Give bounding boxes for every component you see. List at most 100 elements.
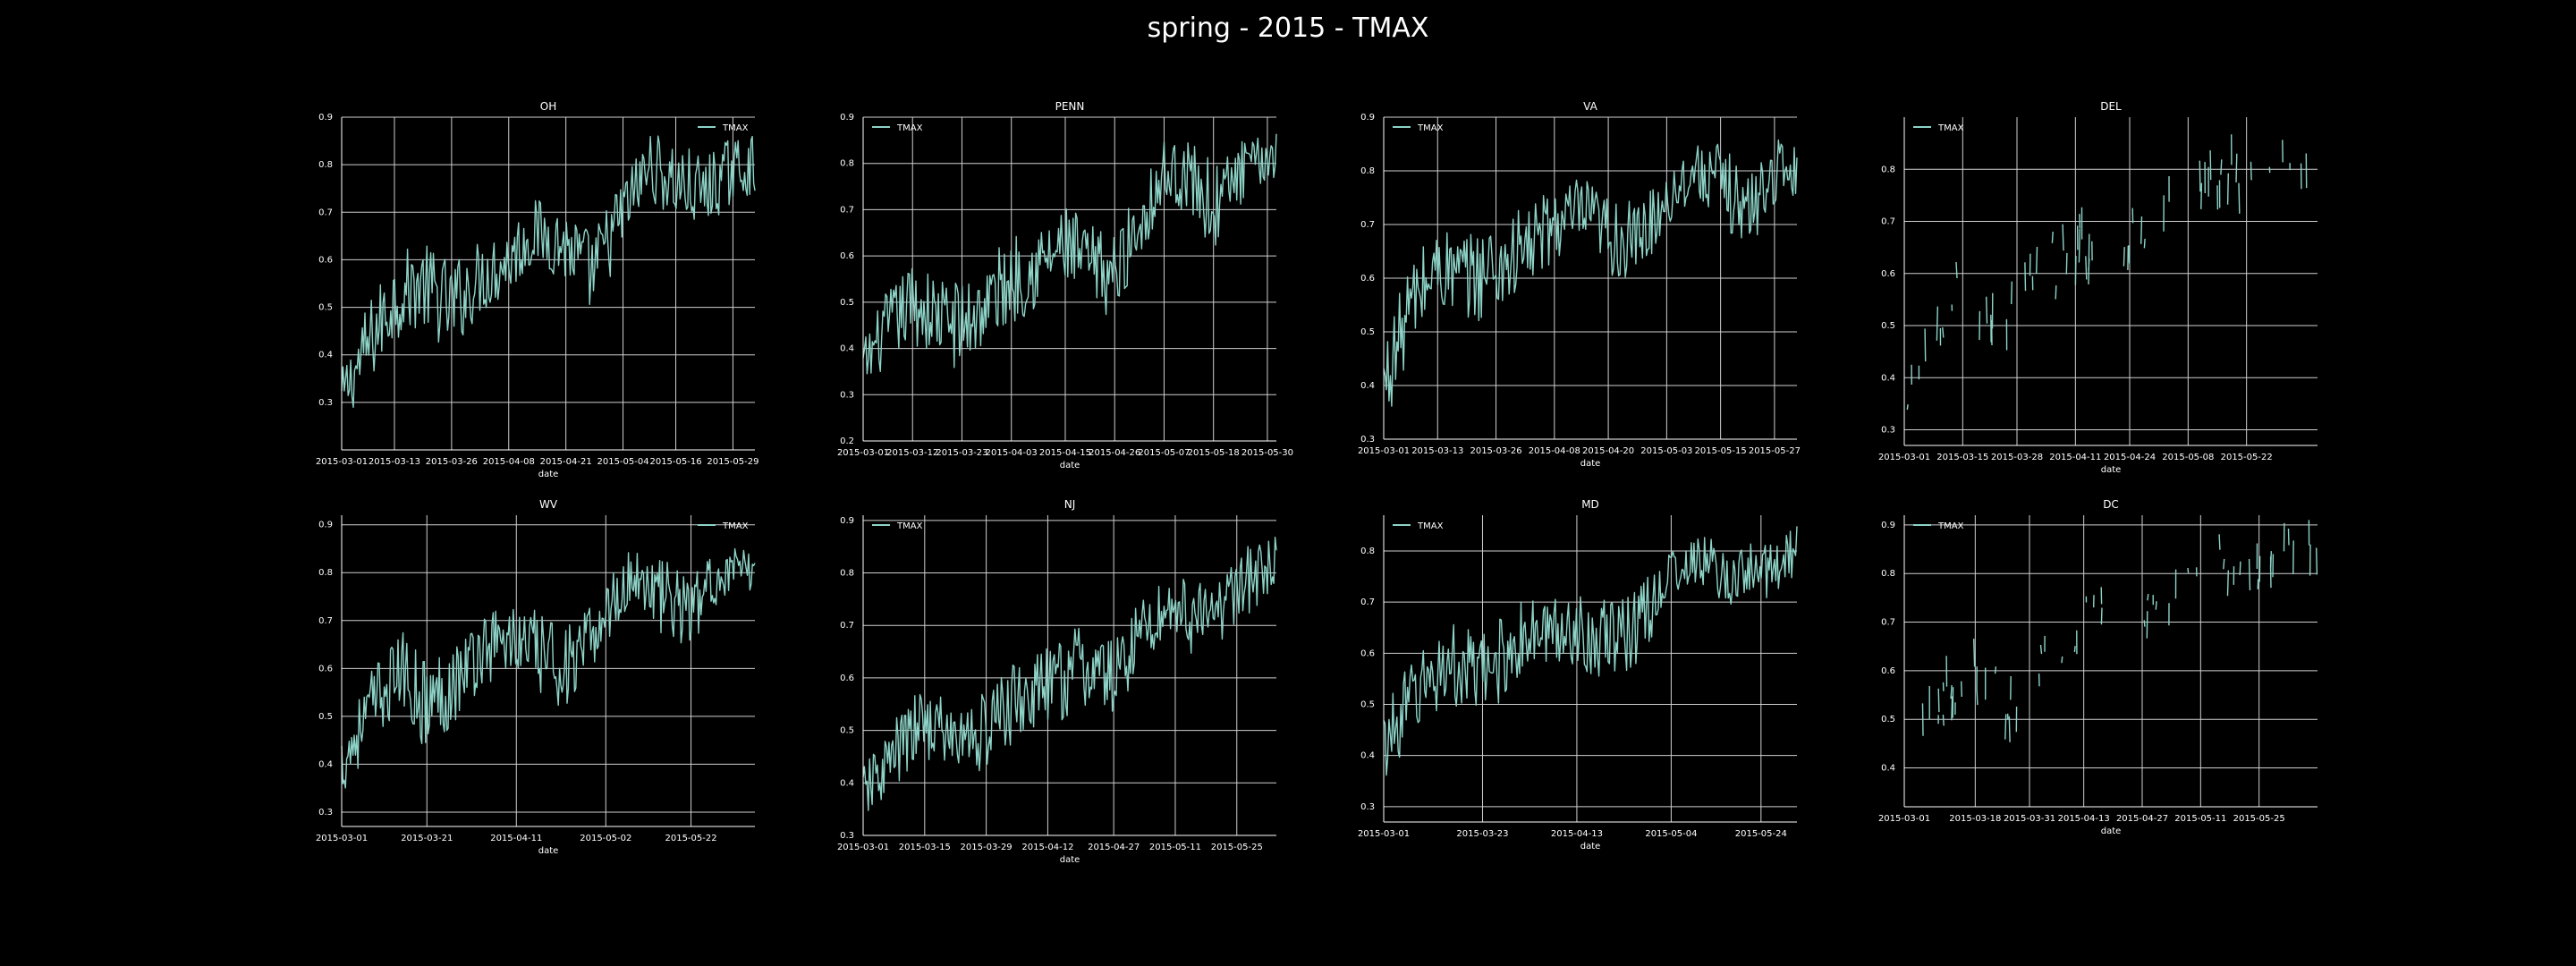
y-tick-label: 0.5 xyxy=(840,726,854,736)
y-tick-label: 0.3 xyxy=(318,808,333,818)
chart-title: WV xyxy=(539,498,558,511)
y-tick-label: 0.3 xyxy=(318,398,333,408)
series-line-tmax xyxy=(1383,526,1798,776)
chart-panel-oh: 2015-03-01 2015-03-13 2015-03-26 2015-04-08… xyxy=(316,100,759,479)
chart-panel-del: 2015-03-01 2015-03-15 2015-03-28 2015-04-11… xyxy=(1878,100,2318,475)
x-tick-label: 2015-03-01 xyxy=(837,843,889,852)
y-tick-label: 0.8 xyxy=(318,160,333,170)
x-tick-label: 2015-03-18 xyxy=(1949,814,2001,824)
series-line-tmax xyxy=(862,133,1277,375)
chart-title: VA xyxy=(1583,100,1597,113)
chart-title: PENN xyxy=(1055,100,1085,113)
x-tick-label: 2015-03-13 xyxy=(369,457,420,467)
x-tick-label: 2015-04-11 xyxy=(490,834,542,843)
y-tick-label: 0.7 xyxy=(318,208,333,217)
y-tick-label: 0.9 xyxy=(840,516,854,526)
y-tick-label: 0.5 xyxy=(1881,321,1895,331)
x-tick-label: 2015-04-20 xyxy=(1582,446,1634,456)
x-tick-label: 2015-03-01 xyxy=(1358,446,1410,456)
x-axis-label: date xyxy=(1580,459,1601,469)
x-tick-label: 2015-03-28 xyxy=(1991,453,2043,462)
x-tick-label: 2015-04-08 xyxy=(483,457,535,467)
y-tick-label: 0.6 xyxy=(1360,648,1375,658)
x-tick-label: 2015-05-24 xyxy=(1735,829,1787,839)
y-tick-label: 0.8 xyxy=(840,569,854,579)
y-tick-label: 0.6 xyxy=(1881,666,1895,676)
x-tick-label: 2015-05-03 xyxy=(1640,446,1692,456)
y-tick-label: 0.4 xyxy=(840,344,854,354)
x-tick-label: 2015-03-15 xyxy=(899,843,951,852)
legend-label: TMAX xyxy=(722,123,749,133)
x-axis-label: date xyxy=(538,470,559,479)
x-tick-label: 2015-03-01 xyxy=(316,834,368,843)
x-tick-label: 2015-04-24 xyxy=(2104,453,2156,462)
y-tick-label: 0.8 xyxy=(1881,165,1895,174)
x-tick-label: 2015-03-31 xyxy=(2004,814,2055,824)
y-tick-label: 0.8 xyxy=(1881,569,1895,579)
chart-title: MD xyxy=(1581,498,1599,511)
y-tick-label: 0.7 xyxy=(1881,618,1895,628)
y-tick-label: 0.8 xyxy=(840,159,854,169)
x-axis-label: date xyxy=(538,846,559,856)
x-tick-label: 2015-05-11 xyxy=(2174,814,2226,824)
x-tick-label: 2015-04-13 xyxy=(2058,814,2110,824)
x-tick-label: 2015-05-11 xyxy=(1149,843,1201,852)
x-tick-label: 2015-05-27 xyxy=(1749,446,1801,456)
series-line-tmax xyxy=(862,537,1277,811)
y-tick-label: 0.8 xyxy=(1360,166,1375,176)
y-tick-label: 0.8 xyxy=(1360,547,1375,556)
chart-title: DC xyxy=(2103,498,2119,511)
legend-label: TMAX xyxy=(1417,123,1444,133)
x-tick-label: 2015-05-22 xyxy=(2221,453,2273,462)
x-tick-label: 2015-05-04 xyxy=(1645,829,1697,839)
y-tick-label: 0.5 xyxy=(840,298,854,308)
y-tick-label: 0.3 xyxy=(1360,435,1375,445)
y-tick-label: 0.7 xyxy=(840,621,854,631)
chart-title: DEL xyxy=(2100,100,2122,113)
x-tick-label: 2015-05-22 xyxy=(665,834,716,843)
x-tick-label: 2015-05-18 xyxy=(1188,448,1240,458)
y-tick-label: 0.4 xyxy=(840,778,854,788)
y-tick-label: 0.6 xyxy=(840,674,854,683)
x-tick-label: 2015-04-27 xyxy=(2116,814,2168,824)
chart-panel-dc: 2015-03-01 2015-03-18 2015-03-31 2015-04-13… xyxy=(1878,498,2318,836)
y-tick-label: 0.6 xyxy=(318,664,333,674)
x-axis-label: date xyxy=(1580,842,1601,852)
legend-label: TMAX xyxy=(1937,123,1964,133)
y-tick-label: 0.4 xyxy=(1881,373,1895,383)
x-tick-label: 2015-03-13 xyxy=(1411,446,1463,456)
y-tick-label: 0.7 xyxy=(840,205,854,215)
legend-label: TMAX xyxy=(896,123,923,133)
x-tick-label: 2015-05-07 xyxy=(1138,448,1190,458)
y-tick-label: 0.5 xyxy=(1360,700,1375,710)
x-tick-label: 2015-03-01 xyxy=(1878,453,1930,462)
x-tick-label: 2015-03-01 xyxy=(1358,829,1410,839)
x-tick-label: 2015-03-21 xyxy=(401,834,453,843)
series-line-tmax xyxy=(1383,139,1798,407)
y-tick-label: 0.2 xyxy=(840,436,854,446)
y-tick-label: 0.3 xyxy=(840,831,854,841)
x-tick-label: 2015-04-11 xyxy=(2049,453,2101,462)
y-tick-label: 0.4 xyxy=(1360,751,1375,761)
chart-panel-va: 2015-03-01 2015-03-13 2015-03-26 2015-04-08… xyxy=(1358,100,1801,469)
x-tick-label: 2015-04-03 xyxy=(986,448,1038,458)
series-line-tmax xyxy=(1906,134,2308,411)
series-line-tmax xyxy=(1921,520,2318,742)
x-tick-label: 2015-05-08 xyxy=(2162,453,2214,462)
chart-panel-md: 2015-03-01 2015-03-23 2015-04-13 2015-05-04… xyxy=(1358,498,1798,852)
y-tick-label: 0.5 xyxy=(318,712,333,722)
y-tick-label: 0.3 xyxy=(1360,802,1375,812)
y-tick-label: 0.7 xyxy=(318,616,333,626)
chart-panel-penn: 2015-03-012015-03-122015-03-232015-04-03… xyxy=(837,100,1293,470)
y-tick-label: 0.6 xyxy=(1360,274,1375,284)
y-tick-label: 0.7 xyxy=(1360,220,1375,230)
legend-label: TMAX xyxy=(722,521,749,531)
y-tick-label: 0.5 xyxy=(318,303,333,313)
series-line-tmax xyxy=(341,547,756,789)
x-tick-label: 2015-05-25 xyxy=(2233,814,2285,824)
x-tick-label: 2015-05-29 xyxy=(707,457,758,467)
x-tick-label: 2015-03-15 xyxy=(1936,453,1988,462)
x-tick-label: 2015-04-21 xyxy=(540,457,592,467)
x-tick-label: 2015-05-15 xyxy=(1695,446,1747,456)
